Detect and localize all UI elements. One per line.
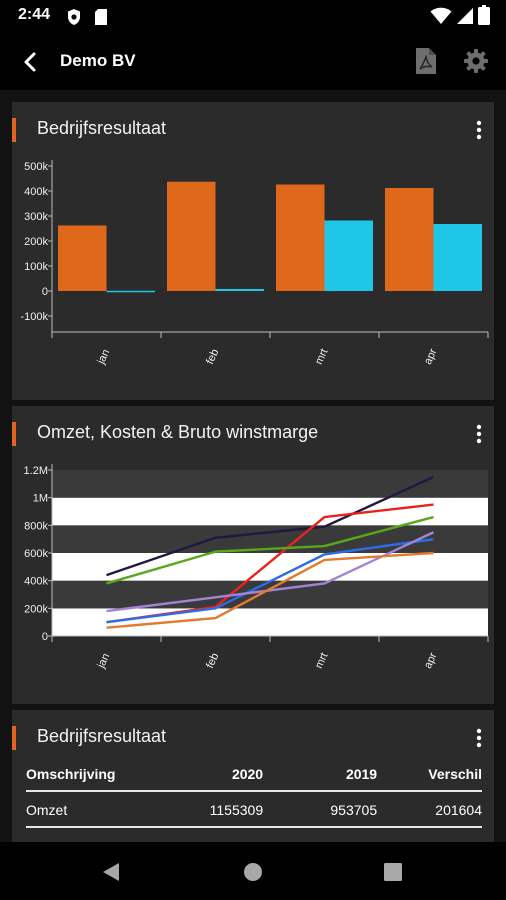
grid-band [52,608,488,636]
bar [215,289,264,291]
card-title: Bedrijfsresultaat [37,118,167,138]
back-arrow-icon[interactable] [20,51,40,73]
more-vert-icon[interactable] [476,424,482,444]
card-title: Omzet, Kosten & Bruto winstmarge [37,422,319,442]
card-accent-bar [12,422,16,446]
x-tick-label: jan [95,348,113,367]
app-bar: Demo BV [0,34,506,90]
signal-icon [457,8,473,24]
y-tick-label: 600k [24,548,48,560]
card-bedrijfsresultaat-chart: Bedrijfsresultaat -100k 0 100k 200k 300k 400k… [12,102,494,400]
status-time: 2:44 [18,6,51,23]
grid-band [52,497,488,526]
more-vert-icon[interactable] [476,728,482,748]
y-tick-label: 500k [24,161,48,173]
series-line [106,531,435,613]
bar-chart: -100k 0 100k 200k 300k 400k 500k jan feb mrt apr [20,160,489,367]
table-cell-2019: 953705 [263,791,378,828]
navigation-bar [0,842,506,900]
sd-card-icon [95,9,107,25]
y-tick-label: 400k [24,576,48,588]
y-tick-label: 200k [24,236,48,248]
column-header: Omschrijving [26,766,182,792]
line-chart: 0 200k 400k 600k 800k 1M 1.2M jan feb mrt apr [24,464,489,671]
table-row[interactable]: Omzet 1155309 953705 201604 [26,791,482,828]
nav-back-icon[interactable] [102,862,120,882]
column-header: Verschil [377,766,482,792]
bar [167,181,216,291]
card-accent-bar [12,726,16,750]
y-tick-label: 800k [24,520,48,532]
column-header: 2019 [263,766,378,792]
result-table: Omschrijving 2020 2019 Verschil Omzet 11… [26,766,482,828]
y-tick-label: 400k [24,186,48,198]
y-tick-label: 200k [24,603,48,615]
bar [433,224,482,291]
nav-home-icon[interactable] [243,862,263,882]
status-bar: 2:44 [0,0,506,34]
table-header-row: Omschrijving 2020 2019 Verschil [26,766,482,792]
x-tick-label: feb [204,651,221,670]
pdf-icon[interactable] [414,47,438,75]
card-omzet-kosten-chart: Omzet, Kosten & Bruto winstmarge 0 200k 40… [12,406,494,704]
dashboard-content[interactable]: Bedrijfsresultaat -100k 0 100k 200k 300k 400k… [0,90,506,842]
table-cell-2020: 1155309 [181,791,264,828]
y-tick-label: 1.2M [24,465,48,477]
x-tick-label: feb [204,347,221,366]
wifi-icon [430,7,452,24]
y-tick-label: 1M [33,493,48,505]
series-line [106,551,434,629]
grid-band [52,553,488,581]
y-tick-label: 0 [42,631,48,643]
grid-band [52,470,488,498]
bar [385,188,434,291]
x-tick-label: jan [95,652,113,671]
table-cell-diff: 201604 [377,791,482,828]
grid-band [52,580,488,609]
more-vert-icon[interactable] [476,120,482,140]
card-bedrijfsresultaat-table: Bedrijfsresultaat Omschrijving 2020 2019… [12,710,494,842]
bar [58,225,107,291]
y-tick-label: 0 [42,286,48,298]
series-line [106,537,434,624]
y-tick-label: 300k [24,211,48,223]
settings-gear-icon[interactable] [463,48,489,74]
y-tick-label: 100k [24,261,48,273]
bar [106,290,155,293]
card-accent-bar [12,118,16,142]
x-tick-label: apr [422,651,440,671]
bar [276,184,325,291]
card-title: Bedrijfsresultaat [37,726,167,746]
column-header: 2020 [181,766,264,792]
x-tick-label: apr [422,347,440,367]
series-line [106,515,434,585]
app-title: Demo BV [60,51,136,70]
x-tick-label: mrt [313,651,331,670]
battery-icon [478,5,490,25]
y-tick-label: -100k [20,311,48,323]
nav-recents-icon[interactable] [384,863,402,881]
shield-icon [68,9,80,25]
table-cell-label: Omzet [26,791,182,828]
series-line [106,475,434,577]
x-tick-label: mrt [313,347,331,366]
bar [324,220,373,291]
